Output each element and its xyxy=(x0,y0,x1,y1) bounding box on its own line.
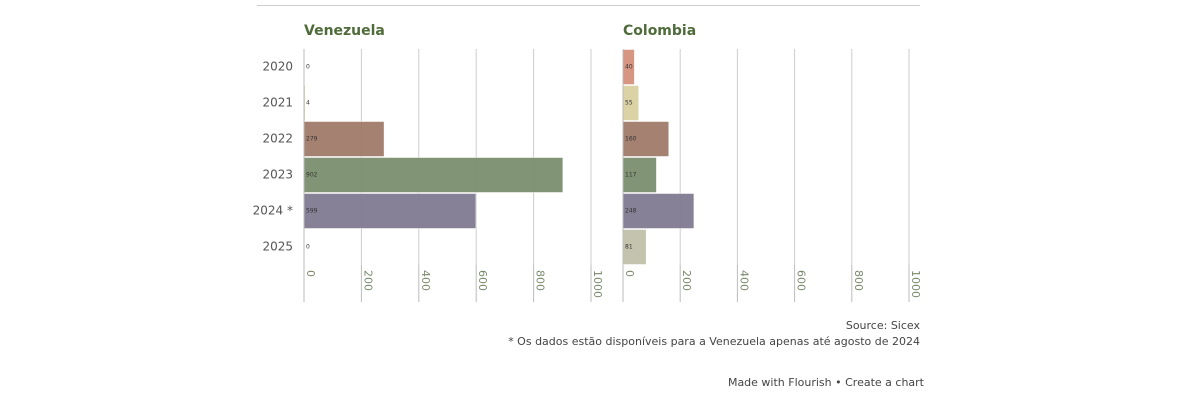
footer[interactable]: Made with Flourish • Create a chart xyxy=(728,376,925,389)
x-tick-label: 0 xyxy=(304,270,317,277)
x-tick-label: 600 xyxy=(476,270,489,291)
value-label: 55 xyxy=(625,100,633,107)
x-tick-label: 400 xyxy=(737,270,750,291)
x-tick-label: 800 xyxy=(534,270,547,291)
bar xyxy=(303,193,477,229)
x-tick-label: 0 xyxy=(623,270,636,277)
bar xyxy=(622,157,657,193)
x-tick-label: 200 xyxy=(361,270,374,291)
source: Source: Sicex xyxy=(846,319,921,332)
value-label: 160 xyxy=(625,136,637,143)
y-tick-label: 2022 xyxy=(262,132,293,146)
value-label: 902 xyxy=(306,172,318,179)
value-label: 599 xyxy=(306,208,318,215)
x-tick-label: 600 xyxy=(795,270,808,291)
value-label: 0 xyxy=(306,64,310,71)
y-tick-label: 2021 xyxy=(262,96,293,110)
y-tick-label: 2024 * xyxy=(253,204,293,218)
value-label: 117 xyxy=(625,172,637,179)
value-label: 279 xyxy=(306,136,318,143)
value-label: 0 xyxy=(306,244,310,251)
x-tick-label: 200 xyxy=(680,270,693,291)
bar xyxy=(303,121,385,157)
bar xyxy=(622,121,670,157)
bar xyxy=(622,193,695,229)
value-label: 4 xyxy=(306,100,310,107)
panel-title: Venezuela xyxy=(304,23,385,39)
x-tick-label: 1000 xyxy=(591,270,604,298)
y-tick-label: 2023 xyxy=(262,168,293,182)
value-label: 81 xyxy=(625,244,633,251)
note: * Os dados estão disponíveis para a Vene… xyxy=(508,335,920,348)
value-label: 40 xyxy=(625,64,633,71)
x-tick-label: 1000 xyxy=(909,270,922,298)
y-tick-label: 2025 xyxy=(262,240,293,254)
x-tick-label: 400 xyxy=(419,270,432,291)
value-label: 248 xyxy=(625,208,637,215)
y-tick-label: 2020 xyxy=(262,60,293,74)
x-tick-label: 800 xyxy=(852,270,865,291)
panel-title: Colombia xyxy=(623,23,696,39)
bar xyxy=(303,157,564,193)
